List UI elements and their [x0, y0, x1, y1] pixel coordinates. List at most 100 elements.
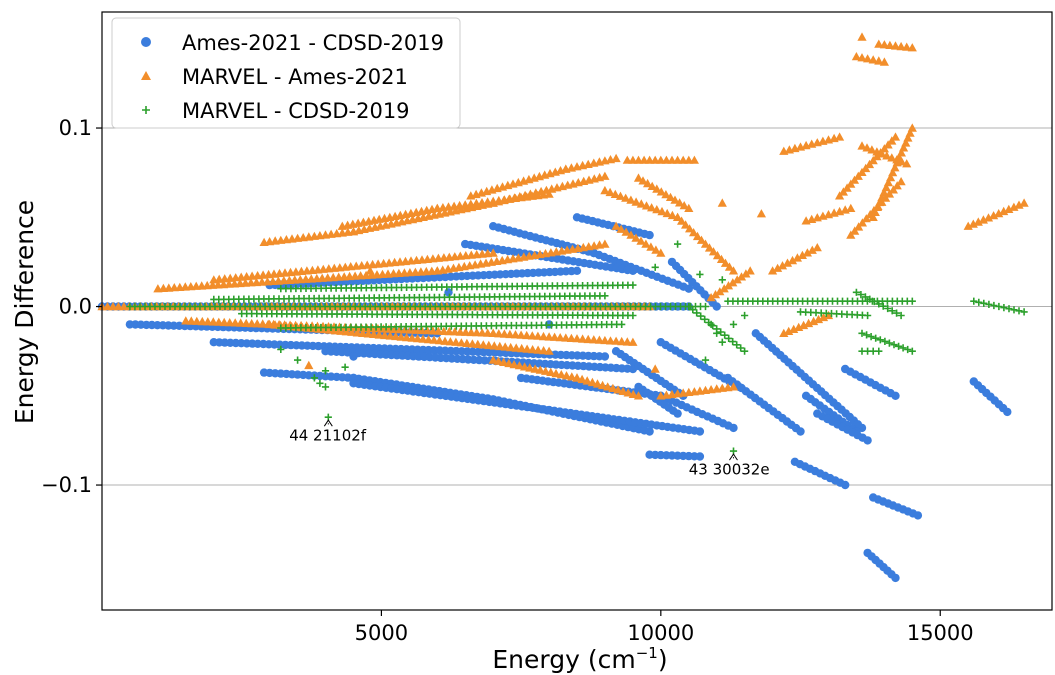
- marvel-cdsd-point: [895, 342, 903, 350]
- marvel-cdsd-point: [601, 292, 609, 300]
- marvel-cdsd-point: [876, 336, 884, 344]
- marvel-ames-point: [504, 358, 514, 368]
- marvel-ames-point: [566, 333, 576, 342]
- legend-label-marvel-ames: MARVEL - Ames-2021: [182, 65, 408, 89]
- marvel-ames-point: [445, 337, 455, 346]
- marvel-cdsd-point: [908, 297, 916, 305]
- marvel-ames-point: [423, 335, 434, 344]
- marvel-ames-point: [861, 214, 871, 223]
- y-tick-label: 0.1: [59, 116, 92, 140]
- ames-cdsd-point: [645, 230, 654, 240]
- marvel-cdsd-point: [651, 263, 659, 271]
- marvel-ames-point: [528, 345, 538, 354]
- marvel-ames-point: [673, 212, 683, 221]
- marvel-cdsd-point: [733, 341, 741, 349]
- ames-cdsd-point: [913, 511, 923, 520]
- marvel-ames-point: [514, 361, 524, 370]
- marvel-ames-point: [605, 336, 616, 345]
- marvel-cdsd-point: [294, 356, 302, 364]
- marvel-cdsd-point: [858, 329, 866, 337]
- marvel-cdsd-point: [863, 331, 871, 339]
- marvel-ames-point: [868, 212, 878, 221]
- marvel-ames-point: [488, 328, 498, 337]
- marvel-ames-point: [561, 333, 571, 342]
- marvel-ames-point: [882, 151, 892, 160]
- marvel-cdsd-point: [685, 302, 693, 311]
- marvel-ames-point: [510, 330, 521, 339]
- marvel-ames-point: [723, 281, 734, 290]
- marvel-ames-point: [719, 284, 729, 293]
- marvel-cdsd-point: [864, 311, 872, 320]
- marvel-cdsd-point: [341, 363, 349, 371]
- marvel-ames-point: [907, 123, 917, 132]
- x-tick-label: 5000: [355, 621, 408, 645]
- ames-cdsd-point: [891, 391, 900, 400]
- marvel-cdsd-point: [674, 240, 682, 248]
- marvel-ames-point: [631, 197, 641, 206]
- marvel-ames-point: [652, 184, 662, 193]
- marvel-ames-point: [741, 269, 751, 278]
- marvel-ames-point: [555, 333, 565, 342]
- marvel-ames-point: [792, 253, 802, 262]
- marvel-cdsd-point: [321, 367, 330, 375]
- marvel-ames-point: [712, 250, 723, 260]
- marvel-ames-point: [978, 215, 988, 224]
- marvel-ames-point: [857, 32, 867, 41]
- annotation-arrowhead: [729, 453, 738, 461]
- marvel-ames-point: [613, 385, 623, 394]
- marvel-cdsd-point: [885, 339, 893, 347]
- marvel-ames-point: [380, 330, 390, 340]
- marvel-ames-point: [700, 239, 711, 248]
- marvel-ames-point: [902, 42, 912, 51]
- ames-cdsd-point: [684, 284, 693, 293]
- marvel-ames-point: [667, 210, 677, 220]
- marvel-ames-point: [787, 255, 798, 265]
- marvel-cdsd-point: [718, 276, 726, 284]
- marvel-ames-point: [885, 40, 895, 49]
- marvel-ames-point: [488, 355, 498, 364]
- marvel-ames-point: [870, 207, 880, 216]
- marvel-cdsd-point: [725, 334, 733, 342]
- marvel-ames-point: [710, 290, 721, 299]
- marvel-ames-point: [610, 189, 620, 198]
- marvel-cdsd-point: [908, 347, 916, 355]
- marvel-ames-point: [677, 216, 687, 225]
- marvel-ames-point: [651, 245, 661, 254]
- marvel-ames-point: [265, 319, 275, 329]
- marvel-ames-point: [600, 239, 610, 248]
- marvel-ames-point: [656, 248, 666, 257]
- marvel-ames-point: [1014, 200, 1024, 209]
- marvel-ames-point: [835, 132, 845, 141]
- marvel-ames-point: [623, 388, 633, 397]
- ames-cdsd-point: [841, 480, 850, 490]
- marvel-ames-point: [879, 57, 889, 66]
- y-axis-title: Energy Difference: [10, 200, 39, 424]
- series-marvel-cdsd: [126, 240, 1028, 455]
- marvel-cdsd-point: [696, 270, 704, 278]
- marvel-ames-point: [633, 173, 644, 182]
- marvel-ames-point: [646, 242, 656, 251]
- marvel-ames-point: [572, 334, 582, 343]
- marvel-ames-point: [325, 325, 335, 334]
- marvel-ames-point: [685, 224, 695, 233]
- marvel-cdsd-point: [852, 288, 860, 296]
- marvel-ames-point: [782, 258, 793, 267]
- marvel-ames-point: [681, 220, 691, 229]
- marvel-cdsd-point: [737, 344, 745, 352]
- marvel-ames-point: [533, 331, 543, 340]
- marvel-ames-point: [626, 195, 636, 204]
- marvel-ames-point: [877, 149, 887, 158]
- marvel-ames-point: [385, 331, 395, 340]
- ames-cdsd-point: [695, 452, 705, 461]
- marvel-ames-point: [292, 322, 302, 331]
- marvel-ames-point: [396, 332, 406, 341]
- marvel-ames-point: [603, 382, 613, 391]
- series-ames-cdsd: [97, 213, 1012, 583]
- marvel-ames-point: [505, 329, 515, 339]
- marvel-cdsd-point: [990, 301, 998, 310]
- marvel-ames-point: [696, 235, 707, 244]
- marvel-ames-point: [618, 386, 628, 395]
- plot-frame: [101, 11, 1053, 611]
- marvel-ames-point: [608, 383, 618, 392]
- marvel-cdsd-point: [870, 297, 878, 306]
